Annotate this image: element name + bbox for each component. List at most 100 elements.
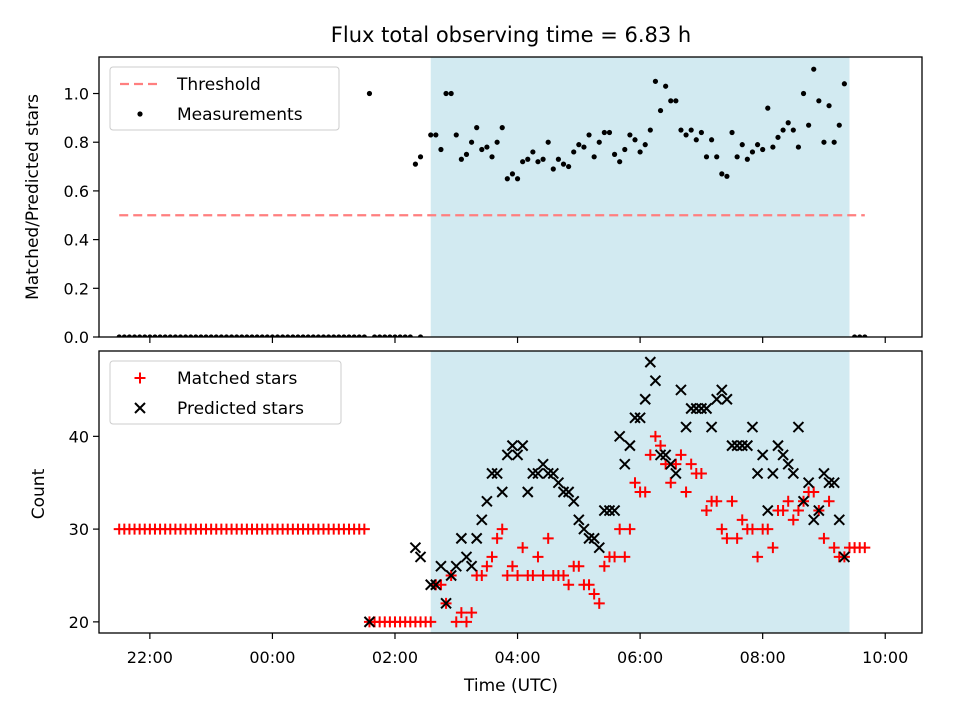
matched-star-marker — [655, 440, 667, 452]
predicted-star-marker — [425, 579, 437, 591]
matched-star-marker — [476, 569, 488, 581]
matched-star-marker — [563, 579, 575, 591]
predicted-star-marker — [756, 449, 769, 461]
x-axis-label: Time (UTC) — [463, 676, 558, 696]
matched-star-marker — [435, 579, 447, 591]
predicted-star-marker — [506, 439, 519, 452]
measurement-point — [637, 149, 643, 155]
legend-label: Measurements — [177, 105, 303, 125]
predicted-star-marker — [578, 523, 590, 535]
legend-matched-swatch — [134, 372, 146, 384]
measurement-point — [494, 139, 500, 145]
predicted-star-marker — [721, 393, 733, 405]
predicted-star-marker — [818, 467, 830, 480]
measurement-point — [754, 142, 761, 148]
y-tick-label: 0.2 — [64, 279, 89, 298]
predicted-star-marker — [711, 393, 723, 405]
predicted-star-marker — [613, 430, 626, 443]
predicted-star-marker — [476, 514, 488, 526]
predicted-star-marker — [440, 597, 452, 610]
measurement-point — [698, 129, 704, 136]
matched-star-marker — [466, 607, 478, 619]
predicted-star-marker — [670, 467, 682, 480]
predicted-star-marker — [562, 486, 575, 498]
measurement-point — [693, 137, 699, 143]
measurement-point — [611, 151, 618, 157]
y-tick-label: 0.4 — [64, 231, 89, 250]
y-tick-label: 40 — [69, 427, 89, 446]
predicted-star-marker — [675, 384, 687, 396]
predicted-star-marker — [455, 532, 468, 545]
predicted-star-marker — [588, 532, 600, 545]
predicted-star-marker — [644, 356, 657, 368]
predicted-star-marker — [465, 560, 478, 572]
measurement-point — [448, 90, 454, 97]
measurement-point — [627, 132, 633, 138]
matched-star-marker — [700, 505, 712, 517]
x-tick-label: 06:00 — [617, 648, 663, 667]
predicted-star-marker — [516, 439, 529, 452]
x-tick-label: 02:00 — [372, 648, 418, 667]
legend-box — [109, 66, 340, 131]
matched-star-marker — [660, 458, 672, 470]
matched-star-marker — [573, 560, 585, 572]
predicted-star-marker — [792, 421, 805, 433]
predicted-star-marker — [777, 449, 789, 461]
matched-star-marker — [629, 477, 641, 489]
predicted-star-marker — [659, 449, 672, 461]
measurement-point — [760, 146, 766, 153]
measurement-point — [795, 144, 802, 150]
predicted-star-marker — [414, 551, 427, 563]
measurement-point — [606, 129, 613, 136]
measurement-point — [412, 161, 419, 167]
predicted-star-marker — [435, 560, 447, 572]
matched-star-marker — [721, 532, 733, 544]
measurement-point — [678, 127, 684, 133]
predicted-star-marker — [762, 504, 774, 517]
measurement-point — [433, 132, 439, 138]
predicted-star-marker — [772, 439, 784, 452]
bottom-data-layer — [113, 356, 871, 628]
matched-star-marker — [588, 588, 600, 600]
chart-title: Flux total observing time = 6.83 h — [331, 23, 691, 47]
predicted-star-marker — [363, 616, 376, 628]
measurement-point — [566, 163, 572, 170]
measurement-point — [417, 154, 424, 160]
predicted-star-marker — [787, 467, 800, 480]
measurement-point — [841, 81, 847, 87]
predicted-star-marker — [741, 439, 754, 452]
measurement-point — [504, 176, 510, 182]
measurement-point — [739, 142, 745, 148]
measurement-point — [826, 103, 832, 109]
x-tick-label: 00:00 — [249, 648, 295, 667]
measurement-point — [366, 90, 373, 97]
measurement-point — [688, 127, 694, 133]
measurement-point — [821, 139, 827, 145]
predicted-star-marker — [430, 579, 442, 591]
predicted-star-marker — [486, 467, 498, 480]
measurement-point — [545, 139, 551, 145]
matched-star-marker — [501, 569, 513, 581]
measurement-point — [438, 146, 444, 153]
measurement-point — [576, 142, 582, 148]
matched-star-marker — [609, 551, 621, 563]
matched-star-marker — [537, 569, 549, 581]
matched-star-marker — [639, 486, 651, 498]
predicted-star-marker — [751, 467, 764, 480]
predicted-star-marker — [654, 449, 667, 461]
measurement-point — [617, 159, 623, 165]
y-tick-label: 0.6 — [64, 182, 89, 201]
measurement-point — [683, 132, 689, 138]
measurement-point — [765, 105, 771, 111]
x-tick-label: 22:00 — [127, 648, 173, 667]
measurement-point — [555, 156, 562, 162]
predicted-star-marker — [532, 467, 544, 480]
measurement-point — [642, 142, 648, 148]
matched-star-marker — [695, 467, 707, 479]
matched-star-marker — [670, 458, 682, 470]
matched-star-marker — [726, 495, 738, 507]
count-panel: 20 30 40 22:00 00:00 02:00 04:00 06:00 08:00 10:0… — [69, 350, 923, 667]
y-tick-label: 30 — [69, 520, 89, 539]
measurement-point — [714, 154, 720, 160]
predicted-star-marker — [680, 421, 692, 433]
